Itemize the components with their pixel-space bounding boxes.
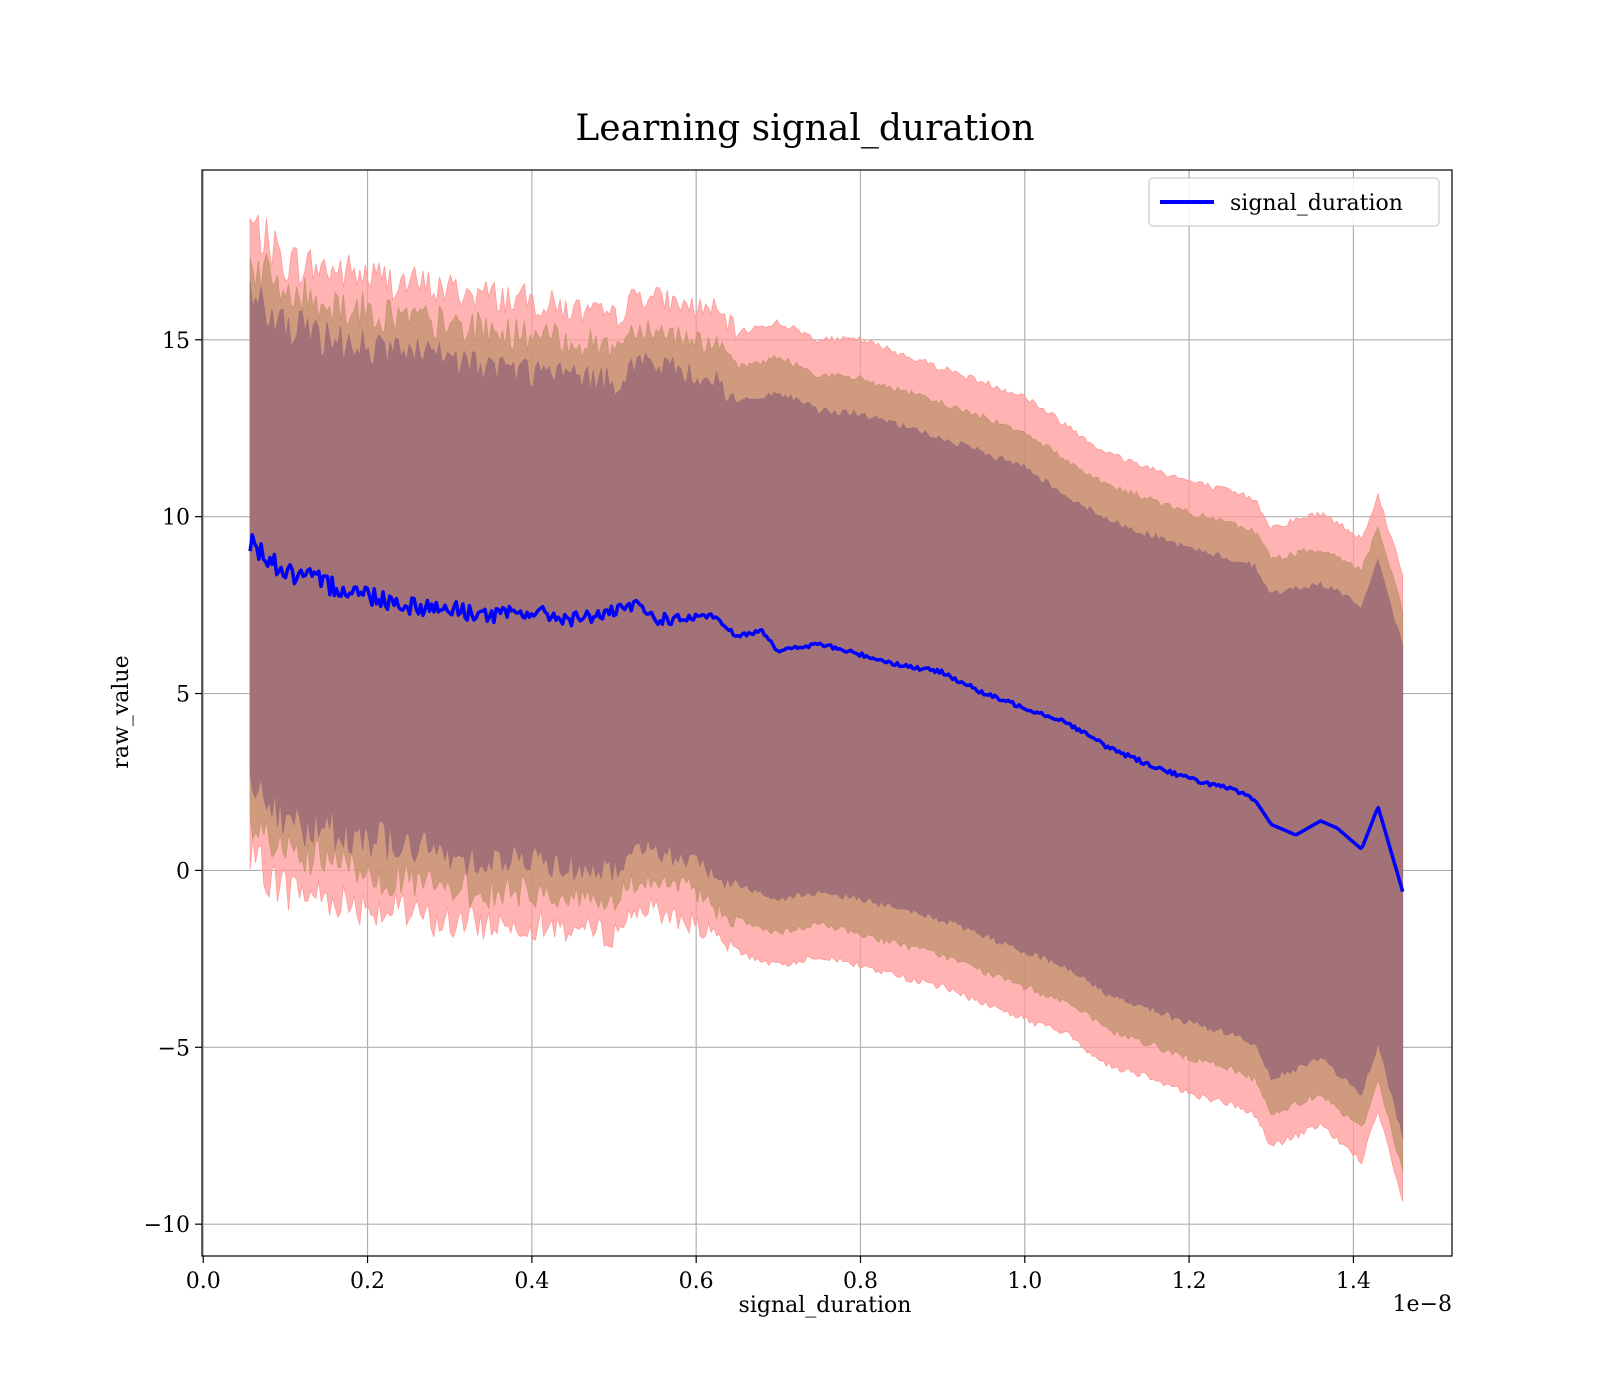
chart-title: Learning signal_duration — [575, 108, 1034, 149]
y-tick-label: 10 — [162, 506, 190, 531]
y-tick-label: −10 — [144, 1213, 190, 1238]
x-tick-label: 0.4 — [514, 1269, 549, 1294]
y-axis-ticks: −10 −5 0 5 10 15 — [144, 329, 202, 1238]
legend: signal_duration — [1148, 177, 1440, 227]
x-tick-label: 1.4 — [1336, 1269, 1371, 1294]
x-tick-label: 0.6 — [679, 1269, 714, 1294]
series-lines — [248, 533, 1405, 893]
x-axis-label: signal_duration — [739, 1293, 912, 1318]
y-tick-label: 5 — [176, 683, 190, 708]
bands — [249, 214, 1404, 1202]
x-tick-label: 0.0 — [186, 1269, 221, 1294]
x-tick-label: 1.0 — [1007, 1269, 1042, 1294]
y-tick-label: −5 — [158, 1036, 190, 1061]
y-tick-label: 15 — [162, 329, 190, 354]
band-inner — [249, 281, 1404, 1139]
x-tick-label: 0.8 — [843, 1269, 878, 1294]
x-axis-offset-label: 1e−8 — [1393, 1292, 1452, 1317]
y-tick-label: 0 — [176, 859, 190, 884]
plot-frame — [201, 169, 1453, 1257]
x-axis-ticks: 0.0 0.2 0.4 0.6 0.8 1.0 1.2 1.4 — [186, 1256, 1371, 1294]
x-tick-label: 1.2 — [1172, 1269, 1207, 1294]
x-tick-label: 0.2 — [350, 1269, 385, 1294]
series-line — [248, 533, 1405, 893]
legend-label: signal_duration — [1230, 191, 1403, 216]
y-axis-label: raw_value — [109, 655, 134, 768]
legend-box — [1148, 177, 1440, 227]
